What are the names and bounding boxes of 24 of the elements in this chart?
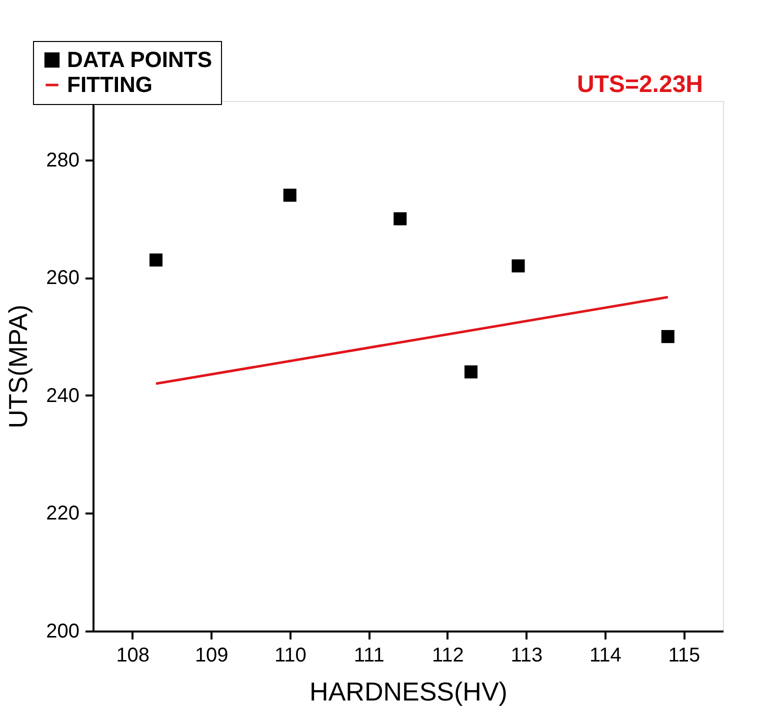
point <box>149 253 163 267</box>
x-tick-label: 114 <box>589 644 622 666</box>
x-tick-label: 115 <box>668 644 700 666</box>
x-tick-label: 113 <box>510 644 543 666</box>
x-tick-label: 109 <box>194 644 228 666</box>
point <box>394 212 407 226</box>
y-tick-label: 240 <box>46 384 80 407</box>
y-tick-label: 280 <box>46 149 80 172</box>
point <box>512 259 525 272</box>
legend-label: DATA POINTS <box>67 47 212 72</box>
y-tick-label: 200 <box>46 620 80 642</box>
x-tick-label: 108 <box>116 644 150 666</box>
point <box>661 330 674 344</box>
x-axis-title: HARDNESS(HV) <box>310 676 508 706</box>
point <box>283 188 296 202</box>
x-tick-label: 110 <box>274 644 306 666</box>
y-tick-label: 260 <box>46 267 80 290</box>
x-tick-label: 111 <box>354 644 384 666</box>
y-tick-label: 220 <box>46 502 80 525</box>
text: UTS=2.23H <box>576 71 703 98</box>
legend-label: FITTING <box>67 72 153 97</box>
point <box>464 365 478 378</box>
y-axis-title: UTS(MPA) <box>3 304 34 428</box>
x-tick-label: 112 <box>432 644 464 666</box>
